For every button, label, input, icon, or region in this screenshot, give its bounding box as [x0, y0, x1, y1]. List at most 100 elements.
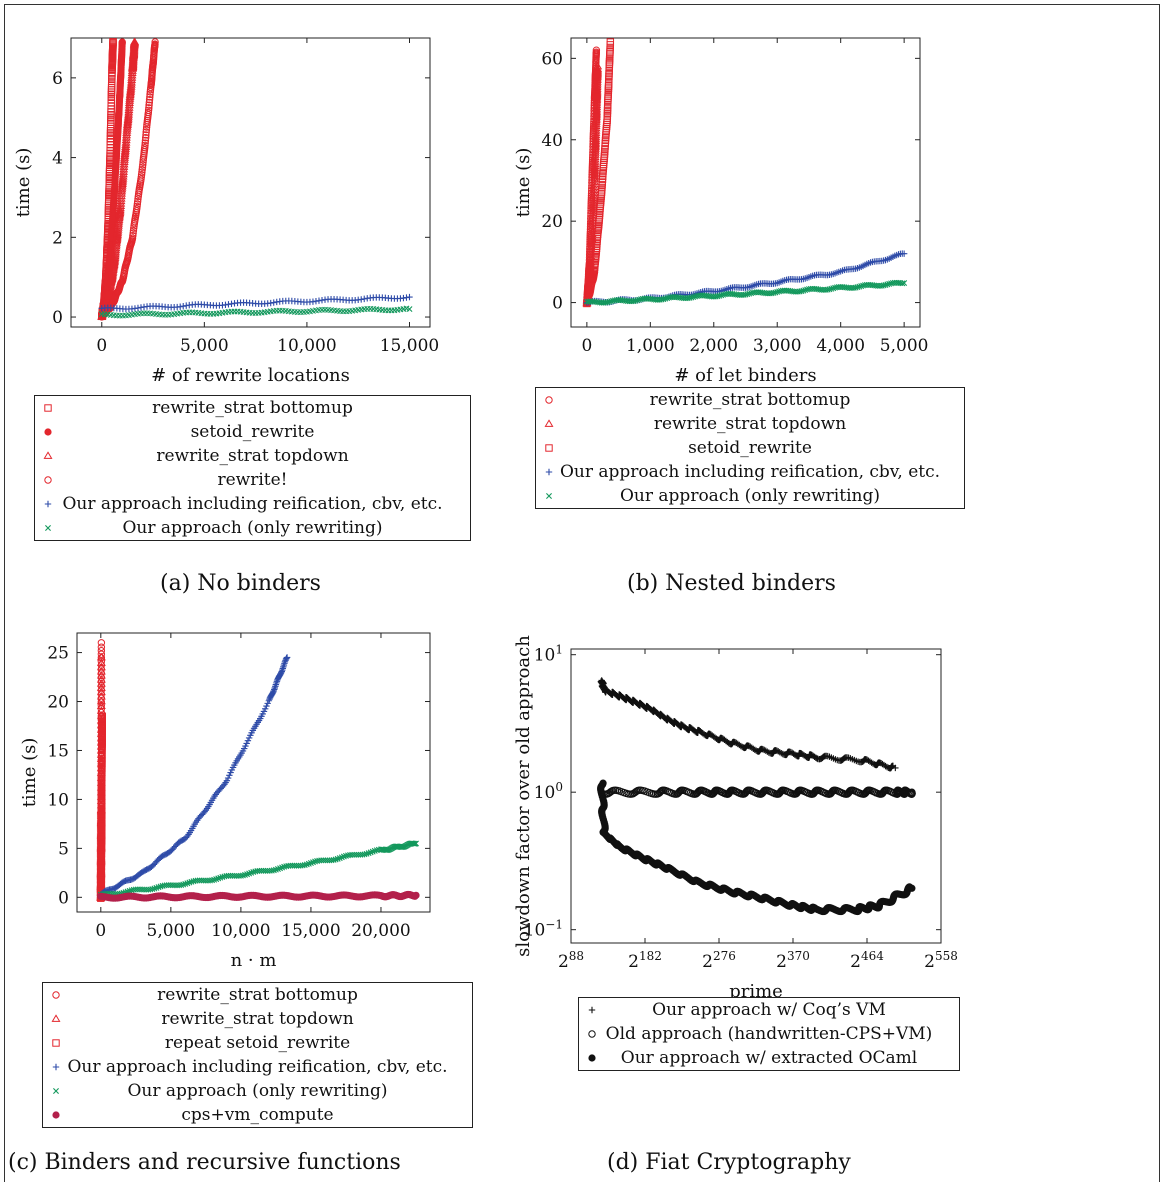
data-point	[588, 213, 598, 221]
data-point	[592, 88, 602, 96]
data-point	[410, 840, 417, 847]
data-point	[116, 199, 126, 207]
data-point	[590, 163, 600, 171]
data-point	[128, 234, 137, 242]
data-point	[591, 136, 601, 144]
data-point	[117, 189, 126, 197]
y-tick-label: 100	[534, 780, 563, 803]
data-point	[590, 150, 600, 158]
data-point	[113, 223, 123, 231]
data-point	[590, 152, 600, 161]
data-point	[133, 200, 142, 208]
y-tick-label: 20	[47, 693, 69, 713]
legend-label: Our approach including reification, cbv,…	[62, 494, 443, 514]
legend-label: rewrite_strat bottomup	[152, 398, 353, 418]
data-point	[588, 206, 598, 214]
dot-marker-icon	[588, 1054, 596, 1062]
y-axis-label: slowdown factor over old approach	[513, 635, 534, 957]
legend-marker	[51, 1014, 61, 1022]
data-point	[908, 884, 916, 892]
data-point	[120, 153, 130, 161]
legend-marker	[52, 1039, 60, 1047]
legend-label: rewrite!	[217, 470, 288, 490]
data-point	[121, 135, 131, 144]
data-point	[262, 705, 269, 713]
data-point	[283, 654, 291, 661]
x-tick-label: 3,000	[753, 336, 802, 356]
caption-a: (a) No binders	[160, 571, 321, 596]
data-point	[111, 245, 121, 254]
triangle-marker-icon	[51, 1014, 61, 1022]
data-point	[899, 280, 906, 287]
legend-marker	[588, 1030, 596, 1038]
data-point	[126, 77, 136, 86]
data-point	[828, 285, 835, 292]
chart-d: 288 2182 2276 2370 2464 2558 10−1 100 101 prime sl…	[513, 635, 958, 1002]
caption-b: (b) Nested binders	[627, 571, 836, 596]
data-point	[590, 159, 600, 167]
data-point	[592, 46, 601, 54]
data-point	[110, 253, 120, 261]
data-point	[118, 169, 128, 178]
data-point	[406, 306, 413, 313]
legend-label: setoid_rewrite	[688, 438, 812, 458]
legend-label: Our approach including reification, cbv,…	[67, 1057, 448, 1077]
data-point	[590, 165, 600, 173]
data-point	[413, 840, 419, 847]
data-point	[129, 46, 139, 54]
y-tick-label: 0	[58, 888, 69, 908]
legend-label: rewrite_strat bottomup	[649, 390, 851, 410]
legend-label: Our approach (only rewriting)	[620, 486, 880, 506]
data-point	[591, 128, 601, 136]
data-point	[96, 652, 106, 661]
legend-entry: Our approach (only rewriting)	[536, 484, 964, 508]
data-point	[116, 191, 126, 200]
x-tick-label: 20,000	[351, 921, 410, 941]
y-tick-label: 2	[52, 228, 63, 248]
x-tick-label: 5,000	[180, 336, 229, 356]
data-point	[120, 146, 130, 154]
data-point	[590, 161, 600, 170]
data-point	[115, 203, 125, 212]
x-tick-label: 15,000	[380, 336, 439, 356]
x-axis-label: # of let binders	[674, 365, 816, 386]
data-point	[330, 856, 337, 863]
data-point	[759, 746, 767, 753]
x-tick-label: 4,000	[816, 336, 865, 356]
legend-marker	[44, 476, 52, 484]
data-point	[332, 856, 339, 863]
legend-entry: setoid_rewrite	[536, 436, 964, 460]
data-point	[592, 78, 602, 87]
caption-c: (c) Binders and recursive functions	[8, 1150, 401, 1175]
data-point	[124, 105, 134, 114]
data-point	[884, 281, 891, 288]
data-point	[224, 774, 232, 782]
legend-c: rewrite_strat bottomup rewrite_strat topd…	[42, 982, 473, 1128]
data-point	[110, 251, 120, 260]
data-point	[219, 782, 227, 790]
legend-label: Our approach (only rewriting)	[127, 1081, 388, 1101]
data-point	[800, 287, 807, 294]
legend-marker	[44, 404, 52, 412]
data-point	[138, 168, 146, 176]
square-marker-icon	[44, 404, 52, 412]
x-tick-label: 5,000	[880, 336, 929, 356]
data-point	[96, 658, 106, 666]
data-point	[590, 154, 600, 163]
data-point	[116, 196, 126, 205]
legend-b: rewrite_strat bottomup rewrite_strat topd…	[535, 387, 965, 509]
data-point	[138, 163, 147, 171]
dot-marker-icon	[52, 1111, 60, 1119]
data-point	[118, 175, 128, 184]
data-point	[118, 174, 128, 182]
data-point	[130, 38, 140, 45]
data-point	[592, 48, 601, 56]
data-point	[144, 106, 153, 114]
data-point	[592, 100, 602, 109]
legend-marker	[52, 991, 60, 999]
data-point	[137, 173, 145, 181]
legend-label: rewrite_strat topdown	[161, 1009, 354, 1029]
data-point	[121, 140, 131, 148]
legend-label: Our approach w/ extracted OCaml	[620, 1048, 918, 1068]
